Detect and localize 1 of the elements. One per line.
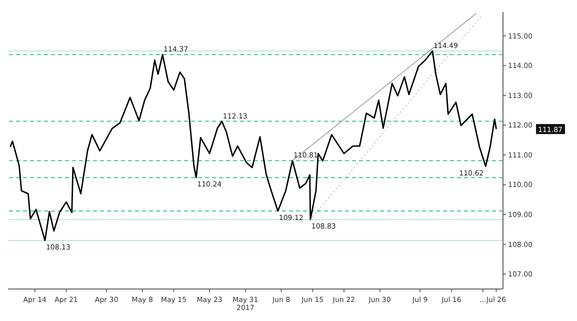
line-series	[10, 50, 497, 242]
